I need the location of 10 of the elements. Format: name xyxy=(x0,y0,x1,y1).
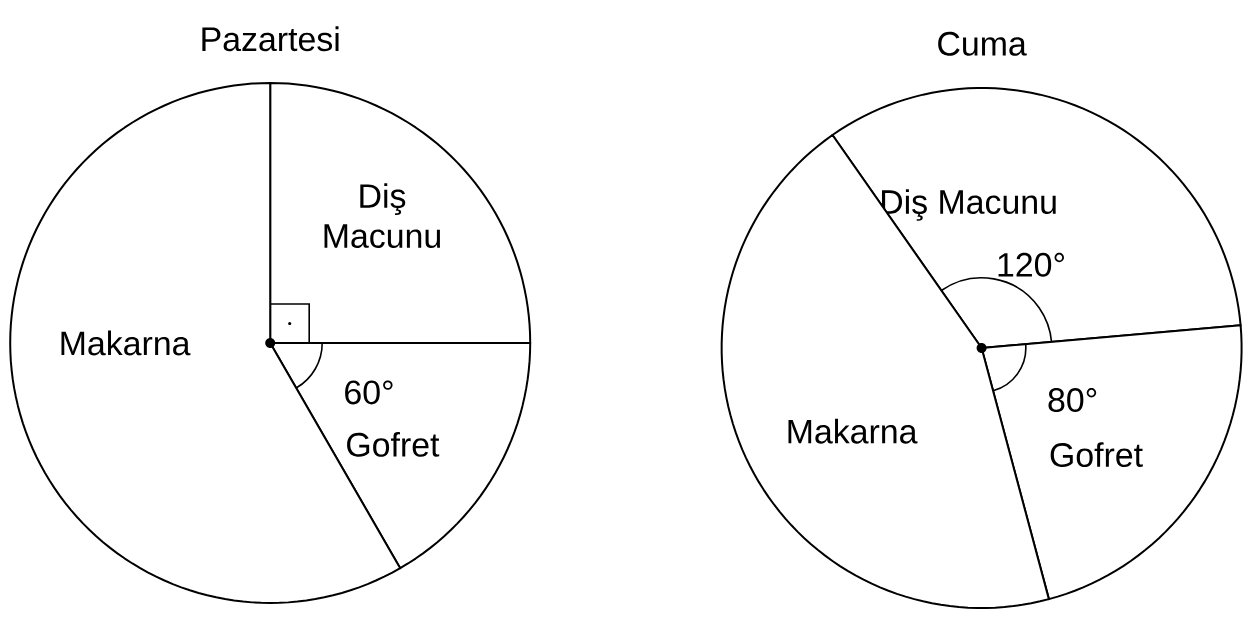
data-label: 80° xyxy=(1048,388,1097,412)
legend-label: Makarna xyxy=(61,330,191,356)
slice-label: Diş Macunu xyxy=(324,183,440,248)
data-label: 120° xyxy=(998,252,1064,277)
chart-title: Cuma xyxy=(938,31,1027,56)
data-label: 60° xyxy=(345,380,393,405)
slice-label: Gofret xyxy=(1050,442,1143,468)
chart-title: Pazartesi xyxy=(202,26,339,52)
slice-label: Makarna xyxy=(788,418,918,444)
slice-label: Gofret xyxy=(347,431,440,457)
